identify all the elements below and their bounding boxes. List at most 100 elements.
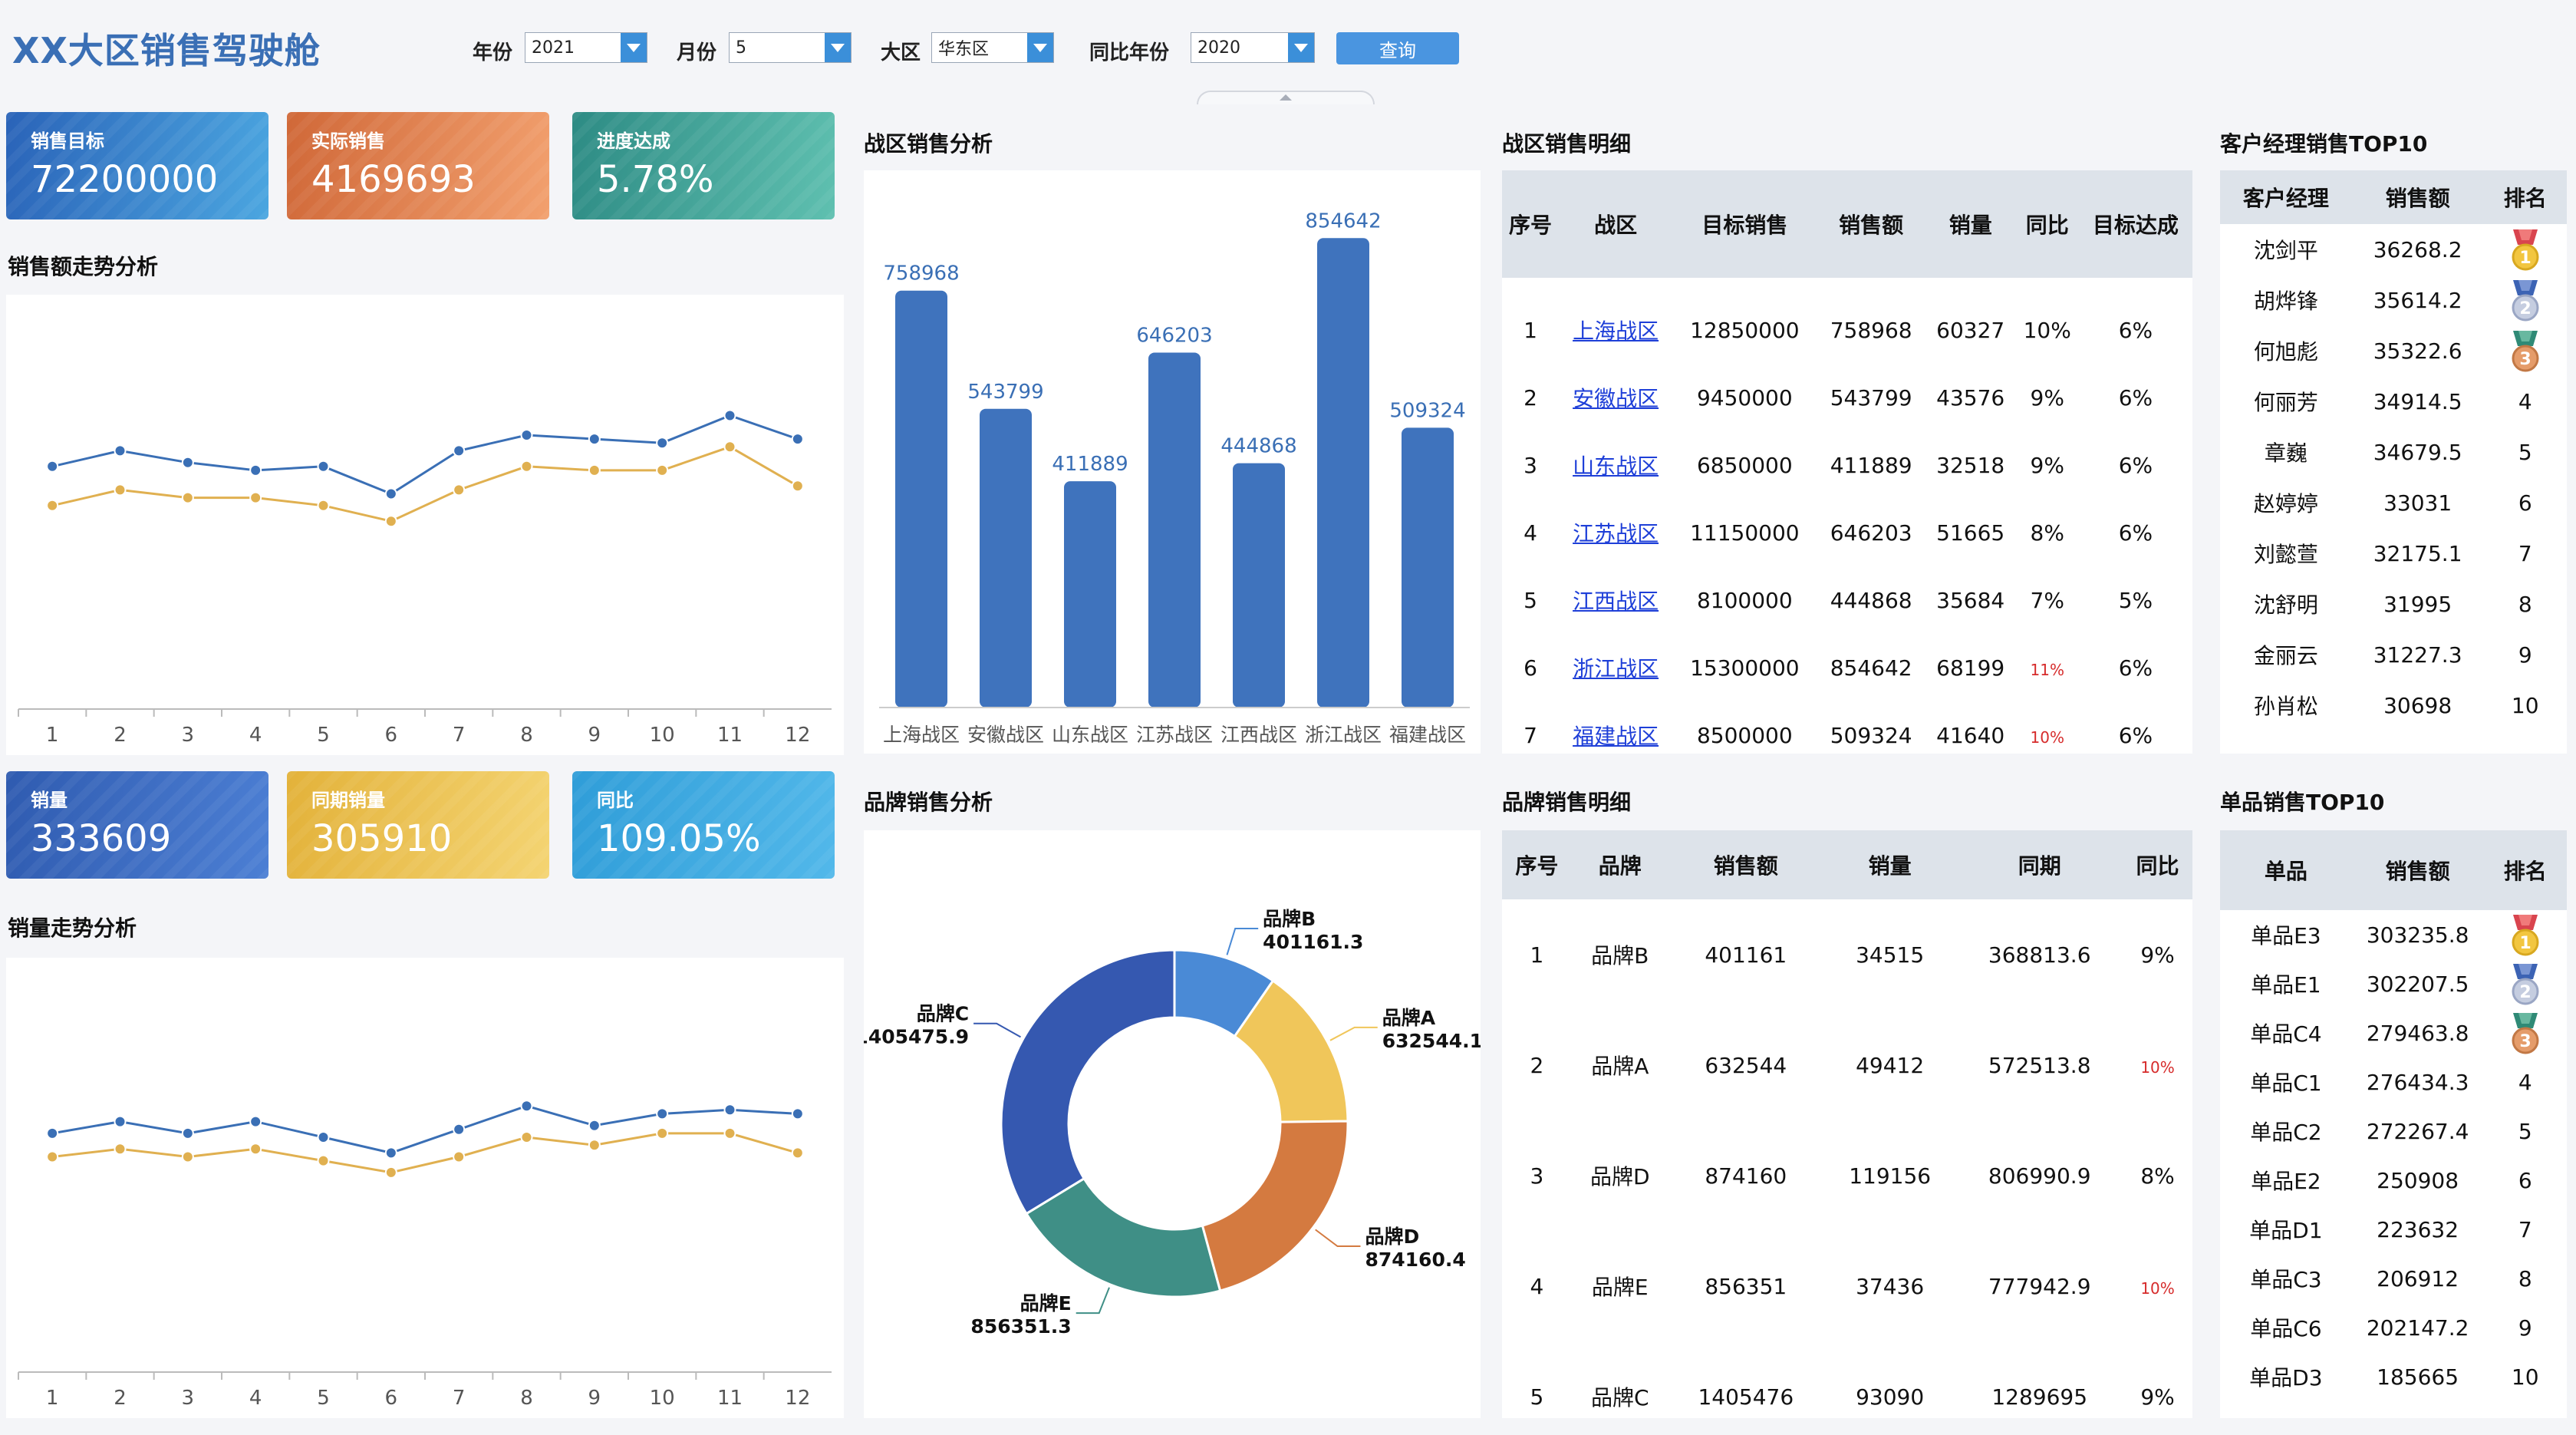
chevron-down-icon[interactable]: [1027, 33, 1053, 62]
table-row[interactable]: 3 品牌D 874160 119156 806990.9 8%: [1502, 1120, 2192, 1231]
table-row[interactable]: 单品D1 223632 7: [2220, 1205, 2567, 1254]
zone-bar[interactable]: [1233, 463, 1285, 708]
brand-table-header[interactable]: 品牌: [1571, 830, 1668, 899]
zone-table-header[interactable]: 目标达成: [2078, 170, 2192, 278]
zone-table-header[interactable]: 销售额: [1817, 170, 1925, 278]
manager-top10-header[interactable]: 销售额: [2351, 170, 2484, 224]
zone-table-cell[interactable]: 福建战区: [1559, 701, 1672, 769]
sales-trend-point[interactable]: [723, 440, 736, 454]
brand-table-header[interactable]: 同期: [1956, 830, 2123, 899]
sales-trend-point[interactable]: [249, 463, 262, 477]
sales-trend-point[interactable]: [791, 480, 804, 493]
zone-link[interactable]: 浙江战区: [1573, 656, 1659, 681]
sales-trend-point[interactable]: [520, 429, 533, 441]
table-row[interactable]: 单品E1 302207.5 2: [2220, 959, 2567, 1008]
table-row[interactable]: 3 山东战区 6850000 411889 32518 9% 6%: [1502, 431, 2192, 499]
volume-trend-point[interactable]: [46, 1150, 59, 1163]
table-row[interactable]: 孙肖松 30698 10: [2220, 680, 2567, 731]
table-row[interactable]: 2 品牌A 632544 49412 572513.8 10%: [1502, 1010, 2192, 1120]
volume-trend-point[interactable]: [181, 1127, 194, 1140]
sales-trend-point[interactable]: [384, 515, 397, 528]
sales-trend-point[interactable]: [656, 463, 669, 477]
table-row[interactable]: 5 品牌C 1405476 93090 1289695 9%: [1502, 1341, 2192, 1435]
region-select[interactable]: 华东区: [931, 32, 1054, 63]
zone-bar[interactable]: [1148, 352, 1201, 708]
volume-trend-point[interactable]: [46, 1127, 59, 1140]
collapse-handle[interactable]: [1197, 91, 1375, 104]
brand-donut-slice[interactable]: [1000, 948, 1176, 1216]
zone-link[interactable]: 福建战区: [1573, 724, 1659, 749]
chevron-down-icon[interactable]: [825, 33, 851, 62]
product-top10-header[interactable]: 单品: [2220, 830, 2352, 910]
zone-table-cell[interactable]: 安徽战区: [1559, 364, 1672, 431]
brand-table-header[interactable]: 销量: [1823, 830, 1957, 899]
sales-trend-point[interactable]: [46, 499, 59, 512]
sales-trend-point[interactable]: [453, 444, 466, 457]
sales-trend-point[interactable]: [723, 409, 736, 422]
volume-trend-point[interactable]: [791, 1107, 804, 1120]
zone-table-header[interactable]: 战区: [1559, 170, 1673, 278]
zone-table-header[interactable]: 目标销售: [1672, 170, 1817, 278]
zone-table-header[interactable]: 序号: [1502, 170, 1560, 278]
sales-trend-point[interactable]: [588, 433, 601, 446]
zone-link[interactable]: 安徽战区: [1573, 386, 1659, 411]
sales-trend-point[interactable]: [114, 483, 127, 496]
table-row[interactable]: 何丽芳 34914.5 4: [2220, 376, 2567, 427]
zone-bar[interactable]: [980, 408, 1032, 708]
zone-table-cell[interactable]: 浙江战区: [1559, 634, 1672, 701]
table-row[interactable]: 2 安徽战区 9450000 543799 43576 9% 6%: [1502, 364, 2192, 431]
sales-trend-point[interactable]: [181, 491, 194, 504]
volume-trend-point[interactable]: [588, 1139, 601, 1152]
zone-table-cell[interactable]: 上海战区: [1559, 296, 1672, 364]
table-row[interactable]: 1 品牌B 401161 34515 368813.6 9%: [1502, 899, 2192, 1010]
table-row[interactable]: 4 品牌E 856351 37436 777942.9 10%: [1502, 1231, 2192, 1341]
sales-trend-point[interactable]: [520, 460, 533, 473]
sales-trend-point[interactable]: [249, 491, 262, 504]
zone-table-cell[interactable]: 江西战区: [1559, 566, 1672, 634]
table-row[interactable]: 单品C2 272267.4 5: [2220, 1107, 2567, 1156]
table-row[interactable]: 单品C6 202147.2 9: [2220, 1303, 2567, 1352]
table-row[interactable]: 刘懿萱 32175.1 7: [2220, 528, 2567, 579]
volume-trend-point[interactable]: [114, 1143, 127, 1156]
brand-donut-slice[interactable]: [1024, 1176, 1222, 1298]
zone-bar[interactable]: [1317, 238, 1369, 708]
product-top10-header[interactable]: 销售额: [2351, 830, 2484, 910]
volume-trend-point[interactable]: [453, 1150, 466, 1163]
brand-table-header[interactable]: 销售额: [1668, 830, 1823, 899]
manager-top10-header[interactable]: 排名: [2483, 170, 2567, 224]
zone-table-header[interactable]: 同比: [2015, 170, 2079, 278]
volume-trend-point[interactable]: [520, 1100, 533, 1113]
table-row[interactable]: 单品C4 279463.8 3: [2220, 1008, 2567, 1057]
volume-trend-point[interactable]: [317, 1154, 330, 1167]
zone-table-cell[interactable]: 山东战区: [1559, 431, 1672, 499]
table-row[interactable]: 胡烨锋 35614.2 2: [2220, 275, 2567, 325]
zone-table-cell[interactable]: 江苏战区: [1559, 499, 1672, 566]
sales-trend-point[interactable]: [114, 444, 127, 457]
brand-table-header[interactable]: 序号: [1502, 830, 1572, 899]
volume-trend-point[interactable]: [114, 1115, 127, 1128]
zone-bar[interactable]: [1402, 427, 1454, 708]
table-row[interactable]: 赵婷婷 33031 6: [2220, 477, 2567, 528]
volume-trend-point[interactable]: [520, 1131, 533, 1143]
volume-trend-point[interactable]: [791, 1146, 804, 1160]
table-row[interactable]: 单品E3 303235.8 1: [2220, 910, 2567, 959]
table-row[interactable]: 4 江苏战区 11150000 646203 51665 8% 6%: [1502, 499, 2192, 566]
volume-trend-point[interactable]: [249, 1115, 262, 1128]
yoy-year-select[interactable]: 2020: [1191, 32, 1315, 63]
zone-link[interactable]: 江西战区: [1573, 589, 1659, 614]
sales-trend-point[interactable]: [384, 487, 397, 500]
table-row[interactable]: 单品C3 206912 8: [2220, 1254, 2567, 1303]
volume-trend-point[interactable]: [249, 1143, 262, 1156]
table-row[interactable]: 7 福建战区 8500000 509324 41640 10% 6%: [1502, 701, 2192, 769]
chevron-down-icon[interactable]: [1288, 33, 1314, 62]
volume-trend-point[interactable]: [723, 1127, 736, 1140]
year-select[interactable]: 2021: [525, 32, 647, 63]
manager-top10-header[interactable]: 客户经理: [2220, 170, 2352, 224]
sales-trend-point[interactable]: [317, 460, 330, 473]
brand-table-header[interactable]: 同比: [2123, 830, 2192, 899]
zone-link[interactable]: 江苏战区: [1573, 521, 1659, 546]
table-row[interactable]: 何旭彪 35322.6 3: [2220, 325, 2567, 376]
volume-trend-point[interactable]: [656, 1107, 669, 1120]
zone-table-header[interactable]: 销量: [1925, 170, 2016, 278]
table-row[interactable]: 6 浙江战区 15300000 854642 68199 11% 6%: [1502, 634, 2192, 701]
